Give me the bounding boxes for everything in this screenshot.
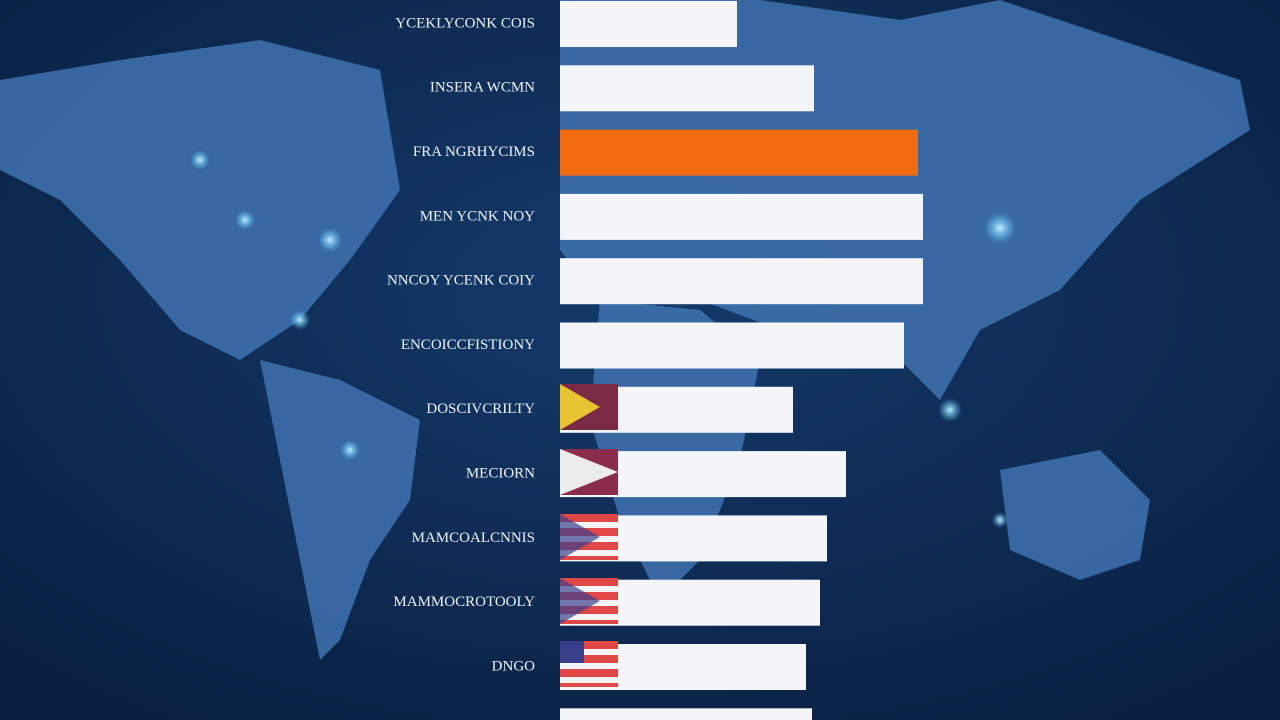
flag-group	[560, 384, 618, 687]
y-tick-label: ENCOICCFISTIONY	[401, 337, 535, 353]
bar	[560, 193, 923, 240]
glow-dot	[984, 212, 1016, 244]
bar	[560, 322, 904, 369]
y-tick-label: YCEKLYCONK COIS	[395, 15, 535, 31]
flag	[560, 514, 618, 560]
bar	[560, 258, 923, 305]
y-tick-label: NNCOY YCENK COIY	[387, 273, 535, 289]
flag	[560, 384, 618, 430]
glow-dot	[318, 228, 342, 252]
flag	[560, 641, 618, 687]
y-tick-label: MECIORN	[466, 466, 535, 482]
y-tick-label: DOSCIVCRILTY	[426, 401, 535, 417]
glow-dot	[938, 398, 962, 422]
bar	[560, 65, 814, 112]
y-tick-label: FRA NGRHYCIMS	[413, 144, 535, 160]
glow-dot	[190, 150, 210, 170]
y-tick-label: MAMMOCROTOOLY	[393, 594, 535, 610]
y-tick-label: MAMCOALCNNIS	[412, 530, 535, 546]
bar	[560, 129, 918, 176]
y-tick-label: INSERA WCMN	[430, 80, 535, 96]
y-tick-label: MEN YCNK NOY	[420, 208, 535, 224]
glow-dot	[992, 512, 1008, 528]
bar	[560, 1, 737, 47]
network-glow	[190, 150, 1016, 528]
glow-dot	[290, 310, 310, 330]
glow-dot	[340, 440, 360, 460]
glow-dot	[235, 210, 255, 230]
y-tick-label: DNGO	[492, 658, 535, 674]
flag	[560, 578, 618, 624]
bar	[560, 708, 812, 720]
flag	[560, 449, 618, 495]
